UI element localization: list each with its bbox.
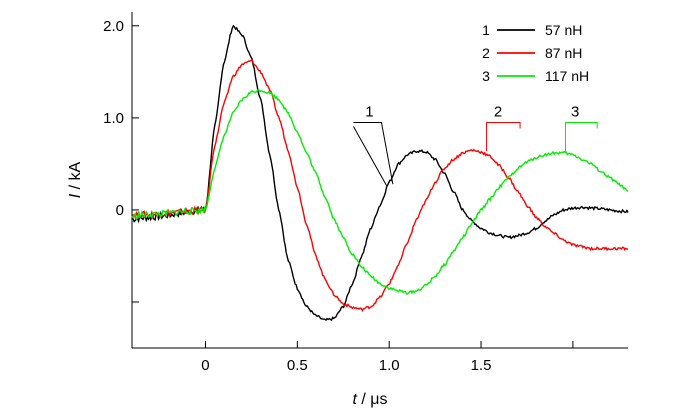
y-axis-unit: / kA bbox=[67, 161, 84, 193]
series-layer bbox=[131, 24, 629, 322]
x-axis-label: t / μs bbox=[352, 391, 387, 408]
x-axis-var: t bbox=[352, 391, 357, 408]
curve-label-leader-3 bbox=[565, 121, 598, 153]
curve-label-leader-1 bbox=[353, 121, 394, 185]
y-axis-var: I bbox=[67, 193, 84, 198]
series-line-2 bbox=[131, 59, 629, 313]
x-axis-unit: / μs bbox=[357, 391, 388, 408]
x-tick-label: 1.5 bbox=[471, 357, 492, 374]
series-line-3 bbox=[131, 89, 629, 295]
legend: 1 57 nH 2 87 nH 3 117 nH bbox=[482, 22, 589, 84]
legend-entry-id: 3 bbox=[482, 68, 490, 84]
legend-entry-name: 57 nH bbox=[545, 22, 582, 38]
series-line-1 bbox=[131, 24, 629, 322]
curve-label-3: 3 bbox=[571, 103, 579, 120]
x-tick-label: 0.5 bbox=[287, 357, 308, 374]
curve-label-1: 1 bbox=[365, 103, 373, 120]
curve-labels: 1 2 3 bbox=[353, 103, 598, 187]
y-tick-label: 2.0 bbox=[103, 18, 124, 35]
y-axis-label: I / kA bbox=[67, 161, 84, 198]
y-tick-label: 1.0 bbox=[103, 110, 124, 127]
x-tick-label: 1.0 bbox=[379, 357, 400, 374]
legend-entry-id: 2 bbox=[482, 45, 490, 61]
curve-label-2: 2 bbox=[494, 103, 502, 120]
legend-entry-name: 117 nH bbox=[545, 68, 589, 84]
curve-label-leader-1 bbox=[353, 126, 388, 187]
legend-entry-name: 87 nH bbox=[545, 45, 582, 61]
axes: 0 0.5 1.0 1.5 2.0 1.0 0 t / μs I / kA bbox=[67, 12, 628, 408]
y-tick-label: 0 bbox=[116, 202, 124, 219]
legend-entry-id: 1 bbox=[482, 22, 490, 38]
curve-label-leader-2 bbox=[486, 121, 521, 152]
x-tick-label: 0 bbox=[201, 357, 209, 374]
